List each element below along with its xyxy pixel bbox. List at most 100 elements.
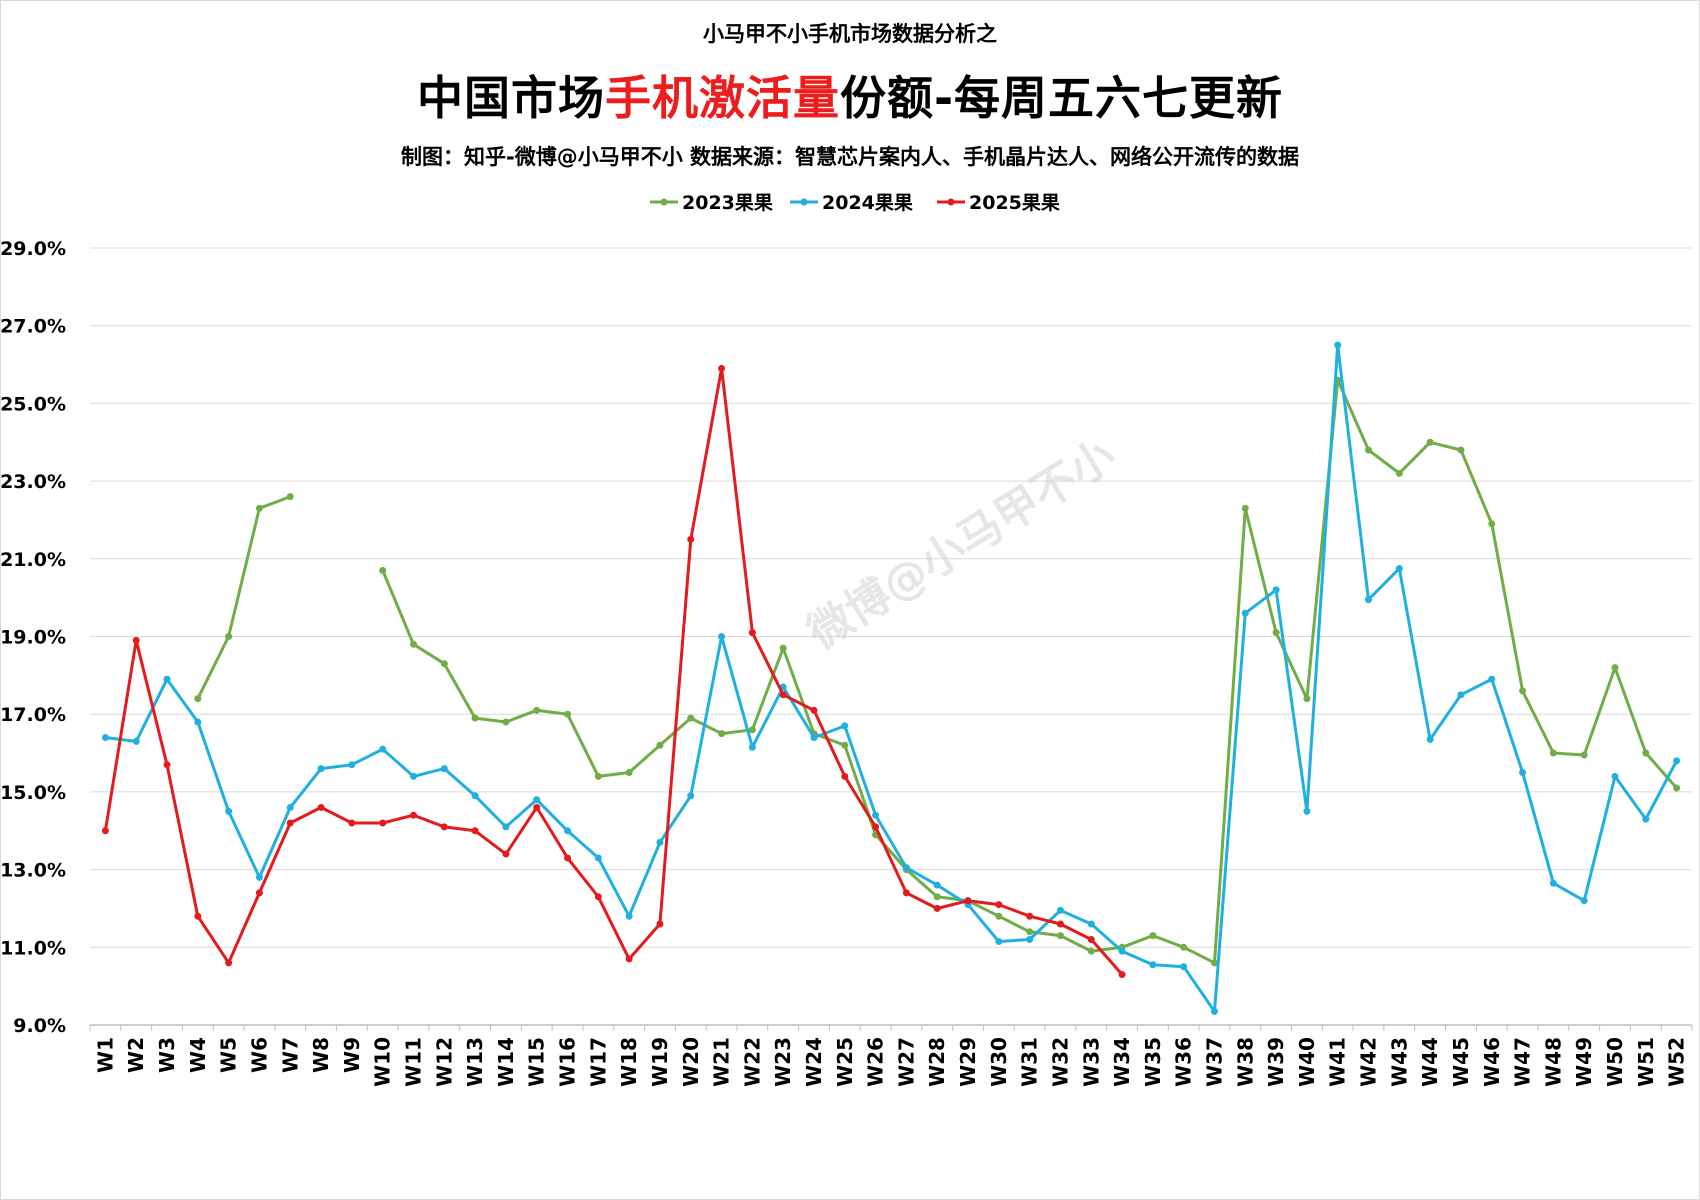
x-tick-label: W8 (309, 1037, 333, 1073)
data-point (718, 730, 726, 738)
y-tick-label: 17.0% (0, 704, 66, 726)
data-point (471, 714, 479, 722)
data-point (841, 722, 849, 730)
data-point (194, 912, 202, 920)
data-point (502, 823, 510, 831)
data-point (1611, 772, 1619, 780)
data-point (1365, 596, 1373, 604)
data-point (779, 691, 787, 699)
data-point (440, 765, 448, 773)
data-point (286, 819, 294, 827)
data-point (163, 761, 171, 769)
series-lines (101, 341, 1681, 1015)
x-tick-label: W13 (463, 1037, 487, 1087)
data-point (1395, 469, 1403, 477)
data-point (255, 873, 263, 881)
data-point (1210, 959, 1218, 967)
x-tick-label: W6 (247, 1037, 271, 1073)
data-point (533, 803, 541, 811)
x-tick-label: W36 (1172, 1037, 1196, 1087)
legend-label: 2024果果 (822, 192, 913, 214)
x-tick-label: W28 (925, 1037, 949, 1087)
x-tick-label: W40 (1295, 1037, 1319, 1087)
data-point (101, 734, 109, 742)
data-point (995, 901, 1003, 909)
data-point (1180, 963, 1188, 971)
series-line (381, 378, 1678, 965)
data-point (564, 854, 572, 862)
data-point (286, 493, 294, 501)
data-point (1549, 749, 1557, 757)
x-tick-label: W25 (833, 1037, 857, 1087)
y-tick-label: 11.0% (0, 937, 66, 959)
data-point (1365, 446, 1373, 454)
data-point (348, 761, 356, 769)
data-point (286, 803, 294, 811)
x-tick-label: W39 (1264, 1037, 1288, 1087)
data-point (1580, 897, 1588, 905)
legend-swatch-marker (947, 198, 955, 206)
data-point (132, 636, 140, 644)
x-tick-label: W42 (1357, 1037, 1381, 1087)
data-point (1611, 664, 1619, 672)
data-point (995, 912, 1003, 920)
x-tick-label: W29 (956, 1037, 980, 1087)
data-point (1519, 687, 1527, 695)
x-tick-label: W41 (1326, 1037, 1350, 1087)
x-tick-label: W35 (1141, 1037, 1165, 1087)
x-tick-label: W52 (1665, 1037, 1689, 1087)
y-tick-label: 29.0% (0, 238, 66, 260)
x-tick-label: W45 (1449, 1037, 1473, 1087)
y-tick-label: 23.0% (0, 471, 66, 493)
data-point (533, 796, 541, 804)
series-line (196, 495, 291, 700)
data-point (594, 854, 602, 862)
series-2 (101, 341, 1681, 1015)
x-tick-label: W4 (186, 1037, 210, 1073)
chart-supertitle: 小马甲不小手机市场数据分析之 (703, 22, 997, 46)
series-line (105, 343, 1678, 1013)
data-point (1056, 906, 1064, 914)
data-point (409, 640, 417, 648)
legend-item: 2025果果 (937, 192, 1060, 214)
data-point (1026, 928, 1034, 936)
x-tick-label: W50 (1603, 1037, 1627, 1087)
y-tick-label: 19.0% (0, 627, 66, 649)
data-point (1334, 341, 1342, 349)
x-tick-label: W5 (217, 1037, 241, 1073)
data-point (933, 881, 941, 889)
data-point (1488, 675, 1496, 683)
data-point (933, 893, 941, 901)
data-point (1180, 943, 1188, 951)
data-point (101, 827, 109, 835)
x-tick-label: W17 (586, 1037, 610, 1087)
data-point (1087, 936, 1095, 944)
data-point (933, 904, 941, 912)
data-point (1026, 912, 1034, 920)
data-point (163, 675, 171, 683)
x-tick-label: W49 (1572, 1037, 1596, 1087)
x-tick-label: W30 (987, 1037, 1011, 1087)
data-point (748, 743, 756, 751)
data-point (1272, 586, 1280, 594)
data-point (1457, 691, 1465, 699)
data-point (1210, 1007, 1218, 1015)
data-point (1087, 920, 1095, 928)
data-point (1549, 879, 1557, 887)
x-tick-label: W12 (432, 1037, 456, 1087)
data-point (594, 893, 602, 901)
x-tick-label: W24 (802, 1037, 826, 1087)
data-point (317, 765, 325, 773)
data-point (656, 838, 664, 846)
data-point (409, 772, 417, 780)
x-tick-label: W16 (556, 1037, 580, 1087)
x-tick-label: W43 (1387, 1037, 1411, 1087)
data-point (748, 629, 756, 637)
data-point (379, 566, 387, 574)
legend-item: 2023果果 (650, 192, 773, 214)
data-point (1426, 438, 1434, 446)
x-tick-label: W11 (401, 1037, 425, 1087)
data-point (409, 811, 417, 819)
data-point (810, 734, 818, 742)
x-tick-label: W32 (1048, 1037, 1072, 1087)
